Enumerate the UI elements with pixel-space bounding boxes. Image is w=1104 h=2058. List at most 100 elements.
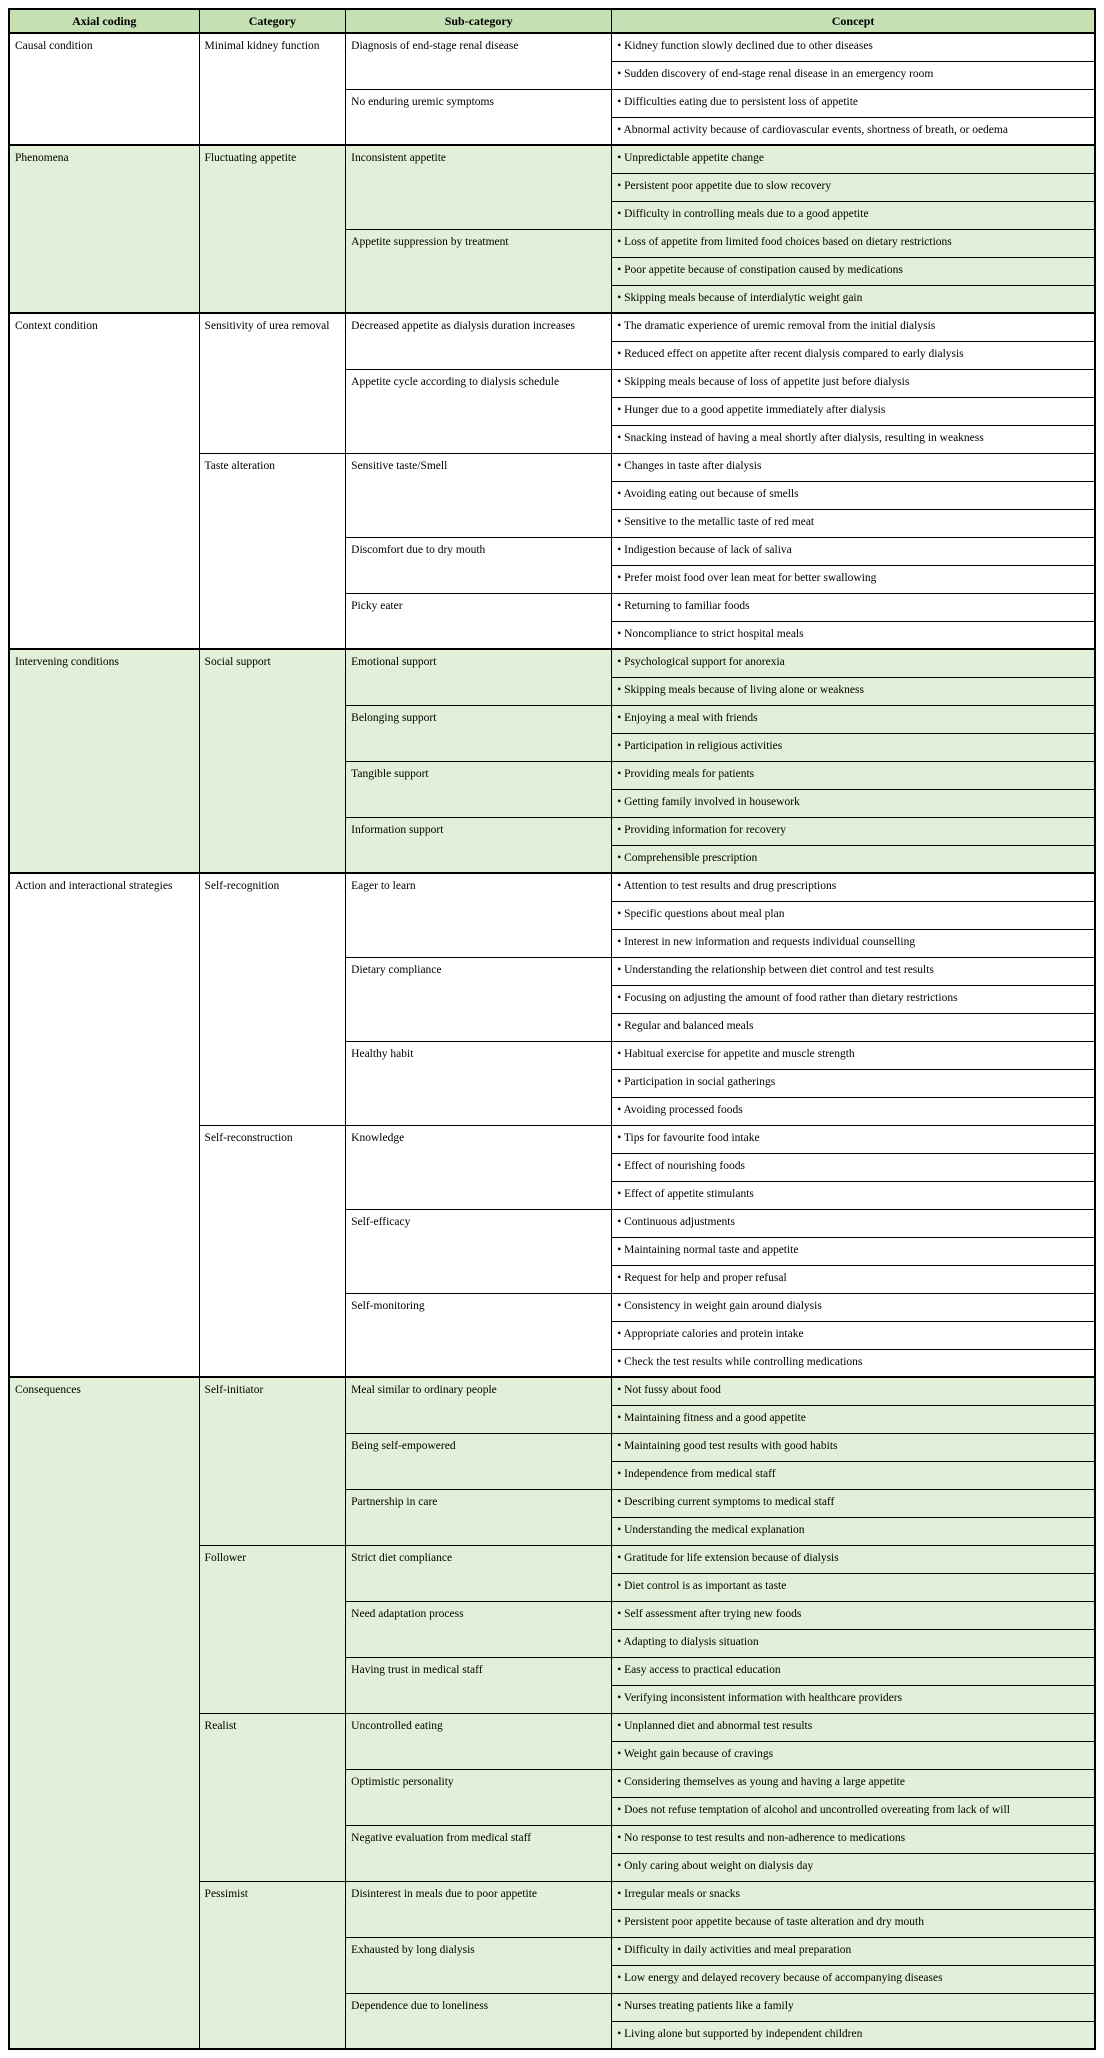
category-cell: Realist (198, 1712, 347, 1882)
concept-cell: • Returning to familiar foods (611, 592, 1096, 622)
concept-cell: • Living alone but supported by independ… (611, 2020, 1096, 2050)
table-row: • Sensitive to the metallic taste of red… (9, 508, 1096, 538)
concept-cell: • Diet control is as important as taste (611, 1572, 1096, 1602)
subcategory-cell: Partnership in care (345, 1488, 613, 1546)
subcategory-cell: Decreased appetite as dialysis duration … (345, 312, 613, 370)
concept-cell: • Snacking instead of having a meal shor… (611, 424, 1096, 454)
concept-cell: • Loss of appetite from limited food cho… (611, 228, 1096, 258)
table-row: • Getting family involved in housework (9, 788, 1096, 818)
concept-cell: • Sensitive to the metallic taste of red… (611, 508, 1096, 538)
concept-cell: • Maintaining normal taste and appetite (611, 1236, 1096, 1266)
table-row: • Effect of appetite stimulants (9, 1180, 1096, 1210)
concept-cell: • Continuous adjustments (611, 1208, 1096, 1238)
category-cell: Pessimist (198, 1880, 347, 2050)
concept-cell: • Self assessment after trying new foods (611, 1600, 1096, 1630)
concept-cell: • Specific questions about meal plan (611, 900, 1096, 930)
concept-cell: • Maintaining fitness and a good appetit… (611, 1404, 1096, 1434)
table-row: • Appropriate calories and protein intak… (9, 1320, 1096, 1350)
table-row: • Avoiding processed foods (9, 1096, 1096, 1126)
concept-cell: • Adapting to dialysis situation (611, 1628, 1096, 1658)
col-header-axial-coding: Axial coding (8, 8, 200, 34)
concept-cell: • Sudden discovery of end-stage renal di… (611, 60, 1096, 90)
subcategory-cell: Tangible support (345, 760, 613, 818)
concept-cell: • Tips for favourite food intake (611, 1124, 1096, 1154)
table-row: Action and interactional strategies Self-… (8, 872, 1096, 1378)
category-cell: Social support (198, 648, 347, 874)
table-row: Taste alteration Sensitive taste/Smell • C… (9, 452, 1096, 650)
concept-cell: • Only caring about weight on dialysis d… (611, 1852, 1096, 1882)
table-row: • Maintaining normal taste and appetite (9, 1236, 1096, 1266)
category-cell: Fluctuating appetite (198, 144, 347, 314)
table-row: Negative evaluation from medical staff • … (9, 1824, 1096, 1882)
subcategory-cell: Dependence due to loneliness (345, 1992, 613, 2050)
table-row: Realist Uncontrolled eating • Unplanned di… (9, 1712, 1096, 1882)
table-row: • Focusing on adjusting the amount of fo… (9, 984, 1096, 1014)
category-cell: Follower (198, 1544, 347, 1714)
subcategory-cell: Appetite cycle according to dialysis sch… (345, 368, 613, 454)
concept-cell: • Comprehensible prescription (611, 844, 1096, 874)
subcategory-cell: Need adaptation process (345, 1600, 613, 1658)
concept-cell: • Skipping meals because of loss of appe… (611, 368, 1096, 398)
subcategory-cell: Meal similar to ordinary people (345, 1376, 613, 1434)
table-row: • Only caring about weight on dialysis d… (9, 1852, 1096, 1882)
axial-cell: Consequences (8, 1376, 200, 2050)
concept-cell: • Effect of nourishing foods (611, 1152, 1096, 1182)
concept-cell: • Consistency in weight gain around dial… (611, 1292, 1096, 1322)
table-row: Being self-empowered • Maintaining good t… (9, 1432, 1096, 1490)
axial-cell: Context condition (8, 312, 200, 650)
subcategory-cell: No enduring uremic symptoms (345, 88, 613, 146)
table-row: Appetite cycle according to dialysis sch… (9, 368, 1096, 454)
subcategory-cell: Appetite suppression by treatment (345, 228, 613, 314)
subcategory-cell: Knowledge (345, 1124, 613, 1210)
subcategory-cell: Negative evaluation from medical staff (345, 1824, 613, 1882)
category-cell: Self-recognition (198, 872, 347, 1126)
subcategory-cell: Healthy habit (345, 1040, 613, 1126)
table-row: • Understanding the medical explanation (9, 1516, 1096, 1546)
table-row: Phenomena Fluctuating appetite Inconsisten… (8, 144, 1096, 314)
concept-cell: • Enjoying a meal with friends (611, 704, 1096, 734)
concept-cell: • Difficulty in daily activities and mea… (611, 1936, 1096, 1966)
table-row: Self-reconstruction Knowledge • Tips for f… (9, 1124, 1096, 1378)
concept-cell: • Regular and balanced meals (611, 1012, 1096, 1042)
concept-cell: • Reduced effect on appetite after recen… (611, 340, 1096, 370)
table-row: • Reduced effect on appetite after recen… (9, 340, 1096, 370)
concept-cell: • Changes in taste after dialysis (611, 452, 1096, 482)
subcategory-cell: Belonging support (345, 704, 613, 762)
table-row: Picky eater • Returning to familiar foods (9, 592, 1096, 650)
axial-cell: Causal condition (8, 32, 200, 146)
concept-cell: • Understanding the relationship between… (611, 956, 1096, 986)
table-row: • Persistent poor appetite due to slow r… (9, 172, 1096, 202)
axial-coding-table: Axial coding Category Sub-category Conce… (8, 8, 1096, 2050)
concept-cell: • Focusing on adjusting the amount of fo… (611, 984, 1096, 1014)
table-row: Appetite suppression by treatment • Loss … (9, 228, 1096, 314)
subcategory-cell: Sensitive taste/Smell (345, 452, 613, 538)
concept-cell: • Irregular meals or snacks (611, 1880, 1096, 1910)
concept-cell: • The dramatic experience of uremic remo… (611, 312, 1096, 342)
concept-cell: • No response to test results and non-ad… (611, 1824, 1096, 1854)
axial-cell: Action and interactional strategies (8, 872, 200, 1378)
category-cell: Minimal kidney function (198, 32, 347, 146)
category-cell: Self-initiator (198, 1376, 347, 1546)
concept-cell: • Maintaining good test results with goo… (611, 1432, 1096, 1462)
table-row: • Regular and balanced meals (9, 1012, 1096, 1042)
table-row: Partnership in care • Describing current … (9, 1488, 1096, 1546)
table-row: • Sudden discovery of end-stage renal di… (9, 60, 1096, 90)
concept-cell: • Persistent poor appetite because of ta… (611, 1908, 1096, 1938)
concept-cell: • Abnormal activity because of cardiovas… (611, 116, 1096, 146)
subcategory-cell: Disinterest in meals due to poor appetit… (345, 1880, 613, 1938)
subcategory-cell: Dietary compliance (345, 956, 613, 1042)
concept-cell: • Poor appetite because of constipation … (611, 256, 1096, 286)
concept-cell: • Not fussy about food (611, 1376, 1096, 1406)
table-row: • Participation in religious activities (9, 732, 1096, 762)
concept-cell: • Skipping meals because of interdialyti… (611, 284, 1096, 314)
table-row: Discomfort due to dry mouth • Indigestion… (9, 536, 1096, 594)
col-header-sub-category: Sub-category (345, 8, 613, 34)
concept-cell: • Kidney function slowly declined due to… (611, 32, 1096, 62)
subcategory-cell: Information support (345, 816, 613, 874)
subcategory-cell: Optimistic personality (345, 1768, 613, 1826)
concept-cell: • Psychological support for anorexia (611, 648, 1096, 678)
table-row: Intervening conditions Social support Emot… (8, 648, 1096, 874)
table-row: Belonging support • Enjoying a meal with … (9, 704, 1096, 762)
axial-cell: Intervening conditions (8, 648, 200, 874)
concept-cell: • Request for help and proper refusal (611, 1264, 1096, 1294)
